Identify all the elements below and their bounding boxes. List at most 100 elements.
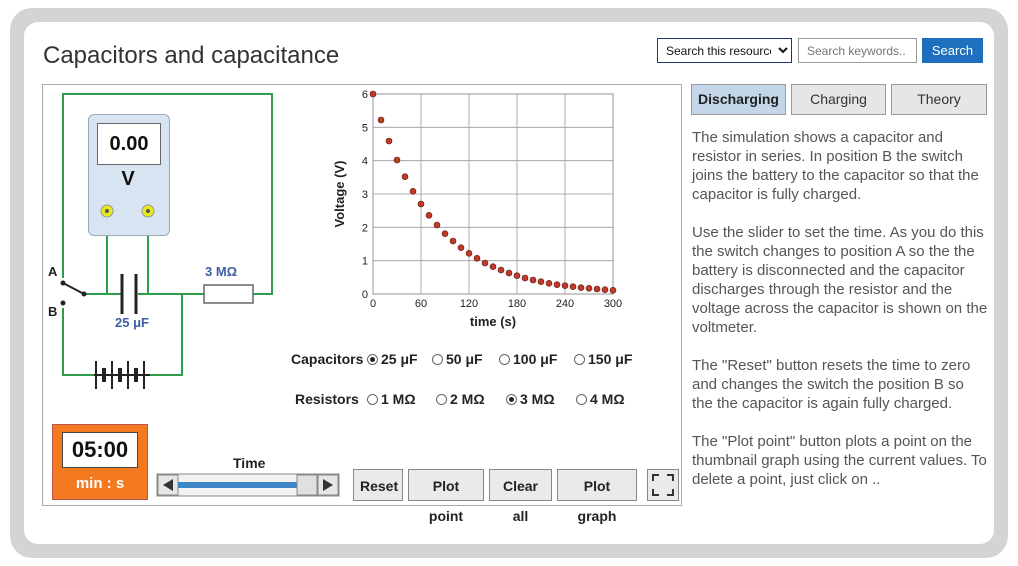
search-scope-select[interactable]: Search this resource bbox=[657, 38, 792, 63]
data-point[interactable] bbox=[457, 244, 465, 251]
reset-button[interactable]: Reset bbox=[353, 469, 403, 501]
data-point[interactable] bbox=[489, 263, 497, 270]
description-paragraph: Use the slider to set the time. As you d… bbox=[692, 224, 988, 336]
capacitor-radio-3[interactable]: 150 μF bbox=[574, 351, 632, 367]
data-point[interactable] bbox=[569, 283, 577, 290]
resistors-label: Resistors bbox=[295, 391, 359, 407]
radio-label: 150 μF bbox=[588, 351, 633, 367]
data-point[interactable] bbox=[369, 90, 377, 98]
data-point[interactable] bbox=[513, 272, 521, 279]
tab-charging[interactable]: Charging bbox=[791, 84, 886, 115]
x-tick-label: 0 bbox=[370, 298, 376, 310]
capacitor bbox=[120, 274, 138, 314]
data-point[interactable] bbox=[609, 287, 617, 294]
plot-graph-button[interactable]: Plot graph bbox=[557, 469, 637, 524]
search-input[interactable] bbox=[798, 38, 917, 63]
data-point[interactable] bbox=[465, 250, 473, 257]
plot-point-button[interactable]: Plot point bbox=[408, 469, 484, 524]
resistor-label: 3 MΩ bbox=[205, 264, 238, 279]
timer-unit: min : s bbox=[75, 475, 125, 492]
y-tick-label: 3 bbox=[362, 189, 368, 201]
data-point[interactable] bbox=[449, 237, 457, 245]
data-point[interactable] bbox=[601, 286, 609, 293]
capacitor-radio-0[interactable]: 25 μF bbox=[367, 351, 418, 367]
slider-fill bbox=[178, 482, 297, 488]
data-point[interactable] bbox=[473, 255, 481, 262]
radio-label: 2 MΩ bbox=[450, 391, 485, 407]
tab-discharging[interactable]: Discharging bbox=[691, 84, 786, 115]
data-point[interactable] bbox=[425, 212, 433, 219]
data-point[interactable] bbox=[577, 284, 585, 291]
x-tick-label: 60 bbox=[415, 298, 427, 310]
switch-label-a: A bbox=[48, 264, 58, 279]
data-point[interactable] bbox=[417, 200, 425, 208]
voltmeter-display: 0.00 bbox=[97, 123, 161, 165]
slider-right-arrow-icon[interactable] bbox=[317, 474, 339, 496]
timer-display: 05:00 bbox=[62, 432, 138, 468]
data-point[interactable] bbox=[593, 285, 601, 293]
resistor-radio-0[interactable]: 1 MΩ bbox=[367, 391, 416, 407]
radio-dot[interactable] bbox=[432, 354, 443, 365]
page-title: Capacitors and capacitance bbox=[43, 42, 340, 69]
data-point[interactable] bbox=[537, 278, 545, 285]
radio-label: 25 μF bbox=[381, 351, 418, 367]
data-point[interactable] bbox=[497, 266, 505, 274]
y-tick-label: 1 bbox=[362, 256, 368, 268]
radio-dot[interactable] bbox=[367, 354, 378, 365]
tab-theory[interactable]: Theory bbox=[891, 84, 987, 115]
y-tick-label: 2 bbox=[362, 222, 368, 234]
resistor bbox=[203, 284, 254, 304]
time-slider-label: Time bbox=[233, 455, 266, 471]
data-point[interactable] bbox=[441, 230, 449, 237]
voltmeter-unit: V bbox=[121, 168, 135, 190]
data-point[interactable] bbox=[553, 281, 561, 288]
radio-dot[interactable] bbox=[436, 394, 447, 405]
radio-dot[interactable] bbox=[506, 394, 517, 405]
switch-label-b: B bbox=[48, 304, 58, 319]
radio-dot[interactable] bbox=[499, 354, 510, 365]
fullscreen-icon[interactable] bbox=[647, 469, 679, 501]
data-point[interactable] bbox=[529, 276, 537, 284]
capacitors-label: Capacitors bbox=[291, 351, 364, 367]
data-point[interactable] bbox=[481, 259, 489, 267]
y-tick-label: 0 bbox=[362, 289, 368, 301]
radio-dot[interactable] bbox=[367, 394, 378, 405]
resistor-radio-1[interactable]: 2 MΩ bbox=[436, 391, 485, 407]
data-point[interactable] bbox=[521, 274, 529, 282]
data-point[interactable] bbox=[545, 280, 553, 287]
clear-all-button[interactable]: Clear all bbox=[489, 469, 552, 524]
capacitor-radio-2[interactable]: 100 μF bbox=[499, 351, 557, 367]
radio-label: 50 μF bbox=[446, 351, 483, 367]
x-tick-label: 120 bbox=[460, 298, 478, 310]
data-point[interactable] bbox=[433, 221, 441, 229]
radio-label: 4 MΩ bbox=[590, 391, 625, 407]
slider-left-arrow-icon[interactable] bbox=[157, 474, 179, 496]
x-tick-label: 180 bbox=[508, 298, 526, 310]
slider-thumb[interactable] bbox=[296, 474, 318, 496]
x-tick-label: 300 bbox=[604, 298, 622, 310]
resistor-radio-2[interactable]: 3 MΩ bbox=[506, 391, 555, 407]
x-tick-label: 240 bbox=[556, 298, 574, 310]
description-text: The simulation shows a capacitor and res… bbox=[692, 128, 988, 508]
switch[interactable] bbox=[60, 280, 87, 306]
radio-dot[interactable] bbox=[576, 394, 587, 405]
data-point[interactable] bbox=[377, 116, 385, 124]
data-point[interactable] bbox=[505, 269, 513, 277]
resistor-radio-3[interactable]: 4 MΩ bbox=[576, 391, 625, 407]
data-point[interactable] bbox=[385, 137, 393, 145]
data-point[interactable] bbox=[393, 156, 401, 164]
data-point[interactable] bbox=[561, 282, 569, 289]
capacitor-radio-1[interactable]: 50 μF bbox=[432, 351, 483, 367]
search-button[interactable]: Search bbox=[922, 38, 983, 63]
description-paragraph: The "Plot point" button plots a point on… bbox=[692, 433, 987, 488]
data-point[interactable] bbox=[401, 173, 409, 180]
radio-dot[interactable] bbox=[574, 354, 585, 365]
data-point[interactable] bbox=[409, 188, 417, 195]
radio-label: 1 MΩ bbox=[381, 391, 416, 407]
y-axis-label: Voltage (V) bbox=[332, 161, 347, 228]
data-point[interactable] bbox=[585, 285, 593, 292]
